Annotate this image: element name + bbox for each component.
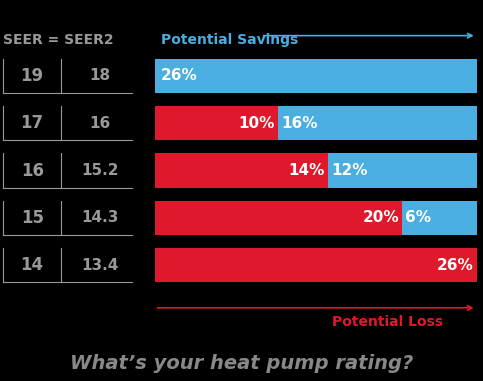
Text: 12%: 12% bbox=[331, 163, 368, 178]
Text: 13.4: 13.4 bbox=[81, 258, 118, 273]
Bar bbox=[155, 154, 328, 187]
Text: SEER = SEER2: SEER = SEER2 bbox=[3, 34, 114, 48]
Text: What’s your heat pump rating?: What’s your heat pump rating? bbox=[70, 354, 413, 373]
Text: 20%: 20% bbox=[362, 210, 399, 226]
Text: Potential Savings: Potential Savings bbox=[161, 34, 298, 48]
Bar bbox=[155, 59, 477, 93]
Text: 14.3: 14.3 bbox=[81, 210, 118, 226]
Text: 17: 17 bbox=[21, 114, 44, 132]
Bar bbox=[155, 248, 477, 282]
Bar bbox=[278, 106, 477, 140]
Text: 19: 19 bbox=[21, 67, 44, 85]
Bar bbox=[155, 106, 278, 140]
Text: 14: 14 bbox=[21, 256, 44, 274]
Text: 18: 18 bbox=[89, 68, 111, 83]
Text: 16: 16 bbox=[89, 116, 111, 131]
Text: 16: 16 bbox=[21, 162, 43, 179]
Text: 16%: 16% bbox=[282, 116, 318, 131]
Text: 14%: 14% bbox=[288, 163, 325, 178]
Text: 6%: 6% bbox=[405, 210, 431, 226]
Text: 10%: 10% bbox=[239, 116, 275, 131]
Bar bbox=[328, 154, 477, 187]
Text: 26%: 26% bbox=[437, 258, 473, 273]
Bar bbox=[402, 201, 477, 235]
Text: Potential Loss: Potential Loss bbox=[332, 315, 443, 329]
Text: 15.2: 15.2 bbox=[81, 163, 118, 178]
Text: 15: 15 bbox=[21, 209, 43, 227]
Bar bbox=[155, 201, 402, 235]
Text: 26%: 26% bbox=[161, 68, 198, 83]
